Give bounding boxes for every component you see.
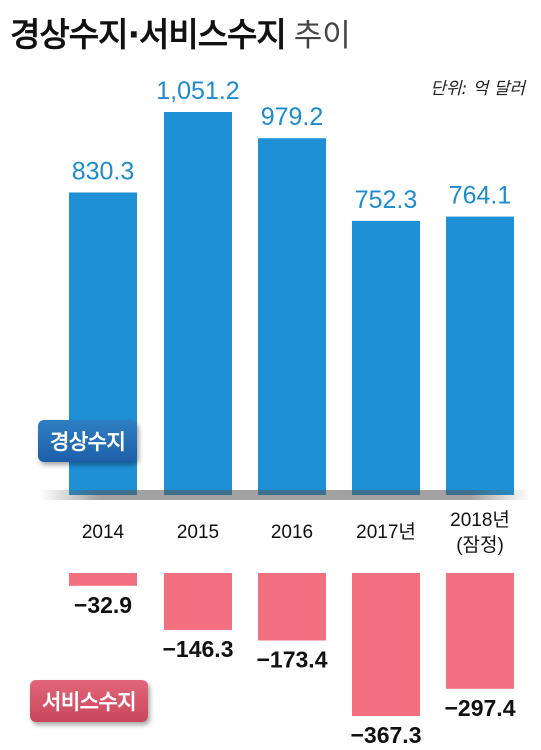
services-bar: [258, 573, 326, 641]
category-labels: 2014 2015 2016 2017년 2018년 (잠정): [82, 509, 510, 556]
category-note: (잠정): [456, 534, 504, 556]
services-value-label: −367.3: [351, 722, 422, 748]
current-account-value-label: 1,051.2: [156, 77, 239, 105]
category-label: 2015: [177, 522, 219, 543]
category-label: 2014: [82, 522, 125, 543]
services-bar: [352, 573, 420, 716]
legend-services: 서비스수지: [30, 680, 149, 722]
services-bar: [69, 573, 137, 586]
unit-label: 단위: 억 달러: [430, 79, 525, 99]
current-account-value-label: 830.3: [72, 157, 135, 185]
services-value-label: −297.4: [445, 695, 516, 721]
category-label: 2018년: [450, 509, 510, 531]
current-account-bar: [446, 216, 514, 496]
legend-current-account: 경상수지: [38, 420, 138, 462]
chart-title: 경상수지·서비스수지 추이: [10, 8, 351, 58]
current-account-bar: [164, 112, 232, 495]
current-account-bar: [258, 138, 326, 495]
chart-title-main: 경상수지·서비스수지: [10, 15, 287, 54]
baseline-shadow: [40, 490, 530, 500]
current-account-bar: [352, 220, 420, 495]
current-account-value-label: 979.2: [261, 103, 324, 131]
services-bar: [164, 573, 232, 630]
services-series: [69, 573, 514, 716]
chart-title-suffix: 추이: [293, 18, 351, 54]
services-value-label: −173.4: [257, 647, 328, 673]
services-value-label: −32.9: [74, 592, 132, 618]
current-account-series: [69, 112, 514, 496]
services-bar: [446, 573, 514, 689]
value-labels: 830.3 −32.9 1,051.2 −146.3 979.2 −173.4 752.3 −…: [72, 77, 516, 748]
current-account-value-label: 752.3: [355, 186, 418, 214]
category-label: 2016: [271, 522, 313, 543]
current-account-value-label: 764.1: [449, 182, 512, 210]
category-label: 2017년: [356, 521, 416, 543]
services-value-label: −146.3: [163, 636, 234, 662]
